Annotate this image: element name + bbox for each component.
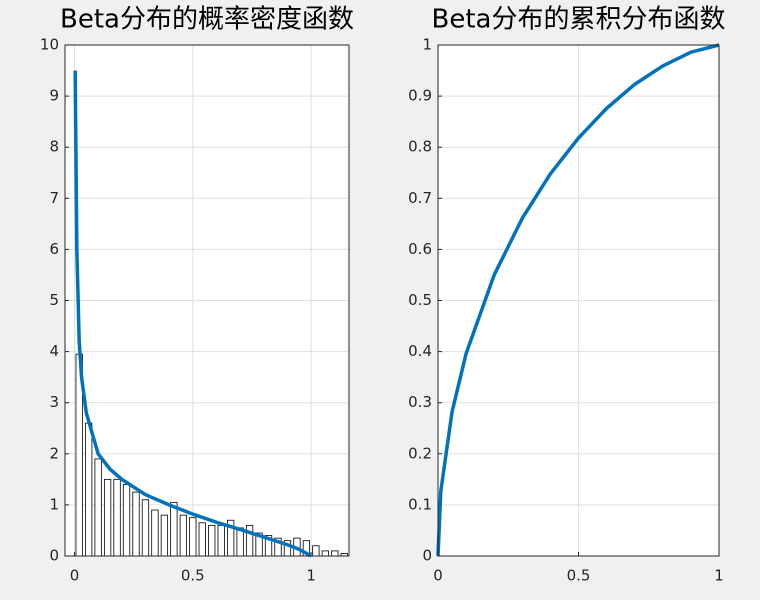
histogram-bar — [179, 514, 187, 557]
axes-border — [437, 44, 720, 557]
histogram-bar — [217, 524, 225, 557]
histogram-bar — [132, 491, 140, 557]
y-tick-label: 0.4 — [408, 342, 432, 360]
x-tick-label: 0.5 — [567, 567, 591, 585]
histogram-bar — [170, 501, 178, 557]
y-tick-label: 4 — [49, 342, 59, 360]
y-tick-label: 8 — [49, 138, 59, 156]
y-tick-label: 0.1 — [408, 495, 432, 513]
x-tick-label: 1 — [714, 567, 724, 585]
histogram-bar — [151, 509, 159, 557]
y-tick-label: 1 — [422, 36, 432, 54]
y-tick-label: 0.9 — [408, 87, 432, 105]
histogram-bar — [122, 484, 131, 557]
y-tick-label: 0.6 — [408, 240, 432, 258]
chart-title: Beta分布的累积分布函数 — [432, 5, 726, 35]
y-tick-label: 0 — [422, 547, 432, 565]
histogram-bar — [85, 422, 93, 557]
y-tick-label: 7 — [49, 189, 59, 207]
histogram-bar — [236, 527, 244, 557]
chart-title: Beta分布的概率密度函数 — [60, 5, 354, 35]
x-tick-label: 0.5 — [181, 567, 205, 585]
y-tick-label: 0.3 — [408, 393, 432, 411]
pdf-line — [73, 70, 312, 558]
y-tick-label: 5 — [49, 291, 59, 309]
x-tick-label: 0 — [70, 567, 80, 585]
y-tick-label: 0.2 — [408, 444, 432, 462]
x-tick-label: 0 — [433, 567, 443, 585]
y-tick-label: 6 — [49, 240, 59, 258]
histogram-bar — [208, 524, 216, 557]
histogram-bar — [94, 458, 102, 557]
histogram-bar — [331, 550, 339, 557]
y-tick-label: 1 — [49, 495, 59, 513]
cdf-line — [436, 43, 720, 557]
histogram-bar — [103, 478, 112, 557]
histogram-bar — [113, 478, 121, 557]
histogram-bar — [141, 499, 150, 557]
y-tick-label: 9 — [49, 87, 59, 105]
y-tick-label: 0.5 — [408, 291, 432, 309]
y-tick-label: 2 — [49, 444, 59, 462]
y-tick-label: 0.7 — [408, 189, 432, 207]
histogram-bar — [160, 514, 169, 557]
y-tick-label: 0 — [49, 547, 59, 565]
histogram-bar — [321, 550, 329, 557]
histogram-bar — [312, 545, 320, 557]
y-tick-label: 0.8 — [408, 138, 432, 156]
y-tick-label: 3 — [49, 393, 59, 411]
y-tick-label: 10 — [40, 36, 59, 54]
axes-border — [64, 44, 350, 557]
histogram-bar — [189, 517, 197, 557]
x-tick-label: 1 — [306, 567, 316, 585]
histogram-bar — [198, 522, 206, 557]
